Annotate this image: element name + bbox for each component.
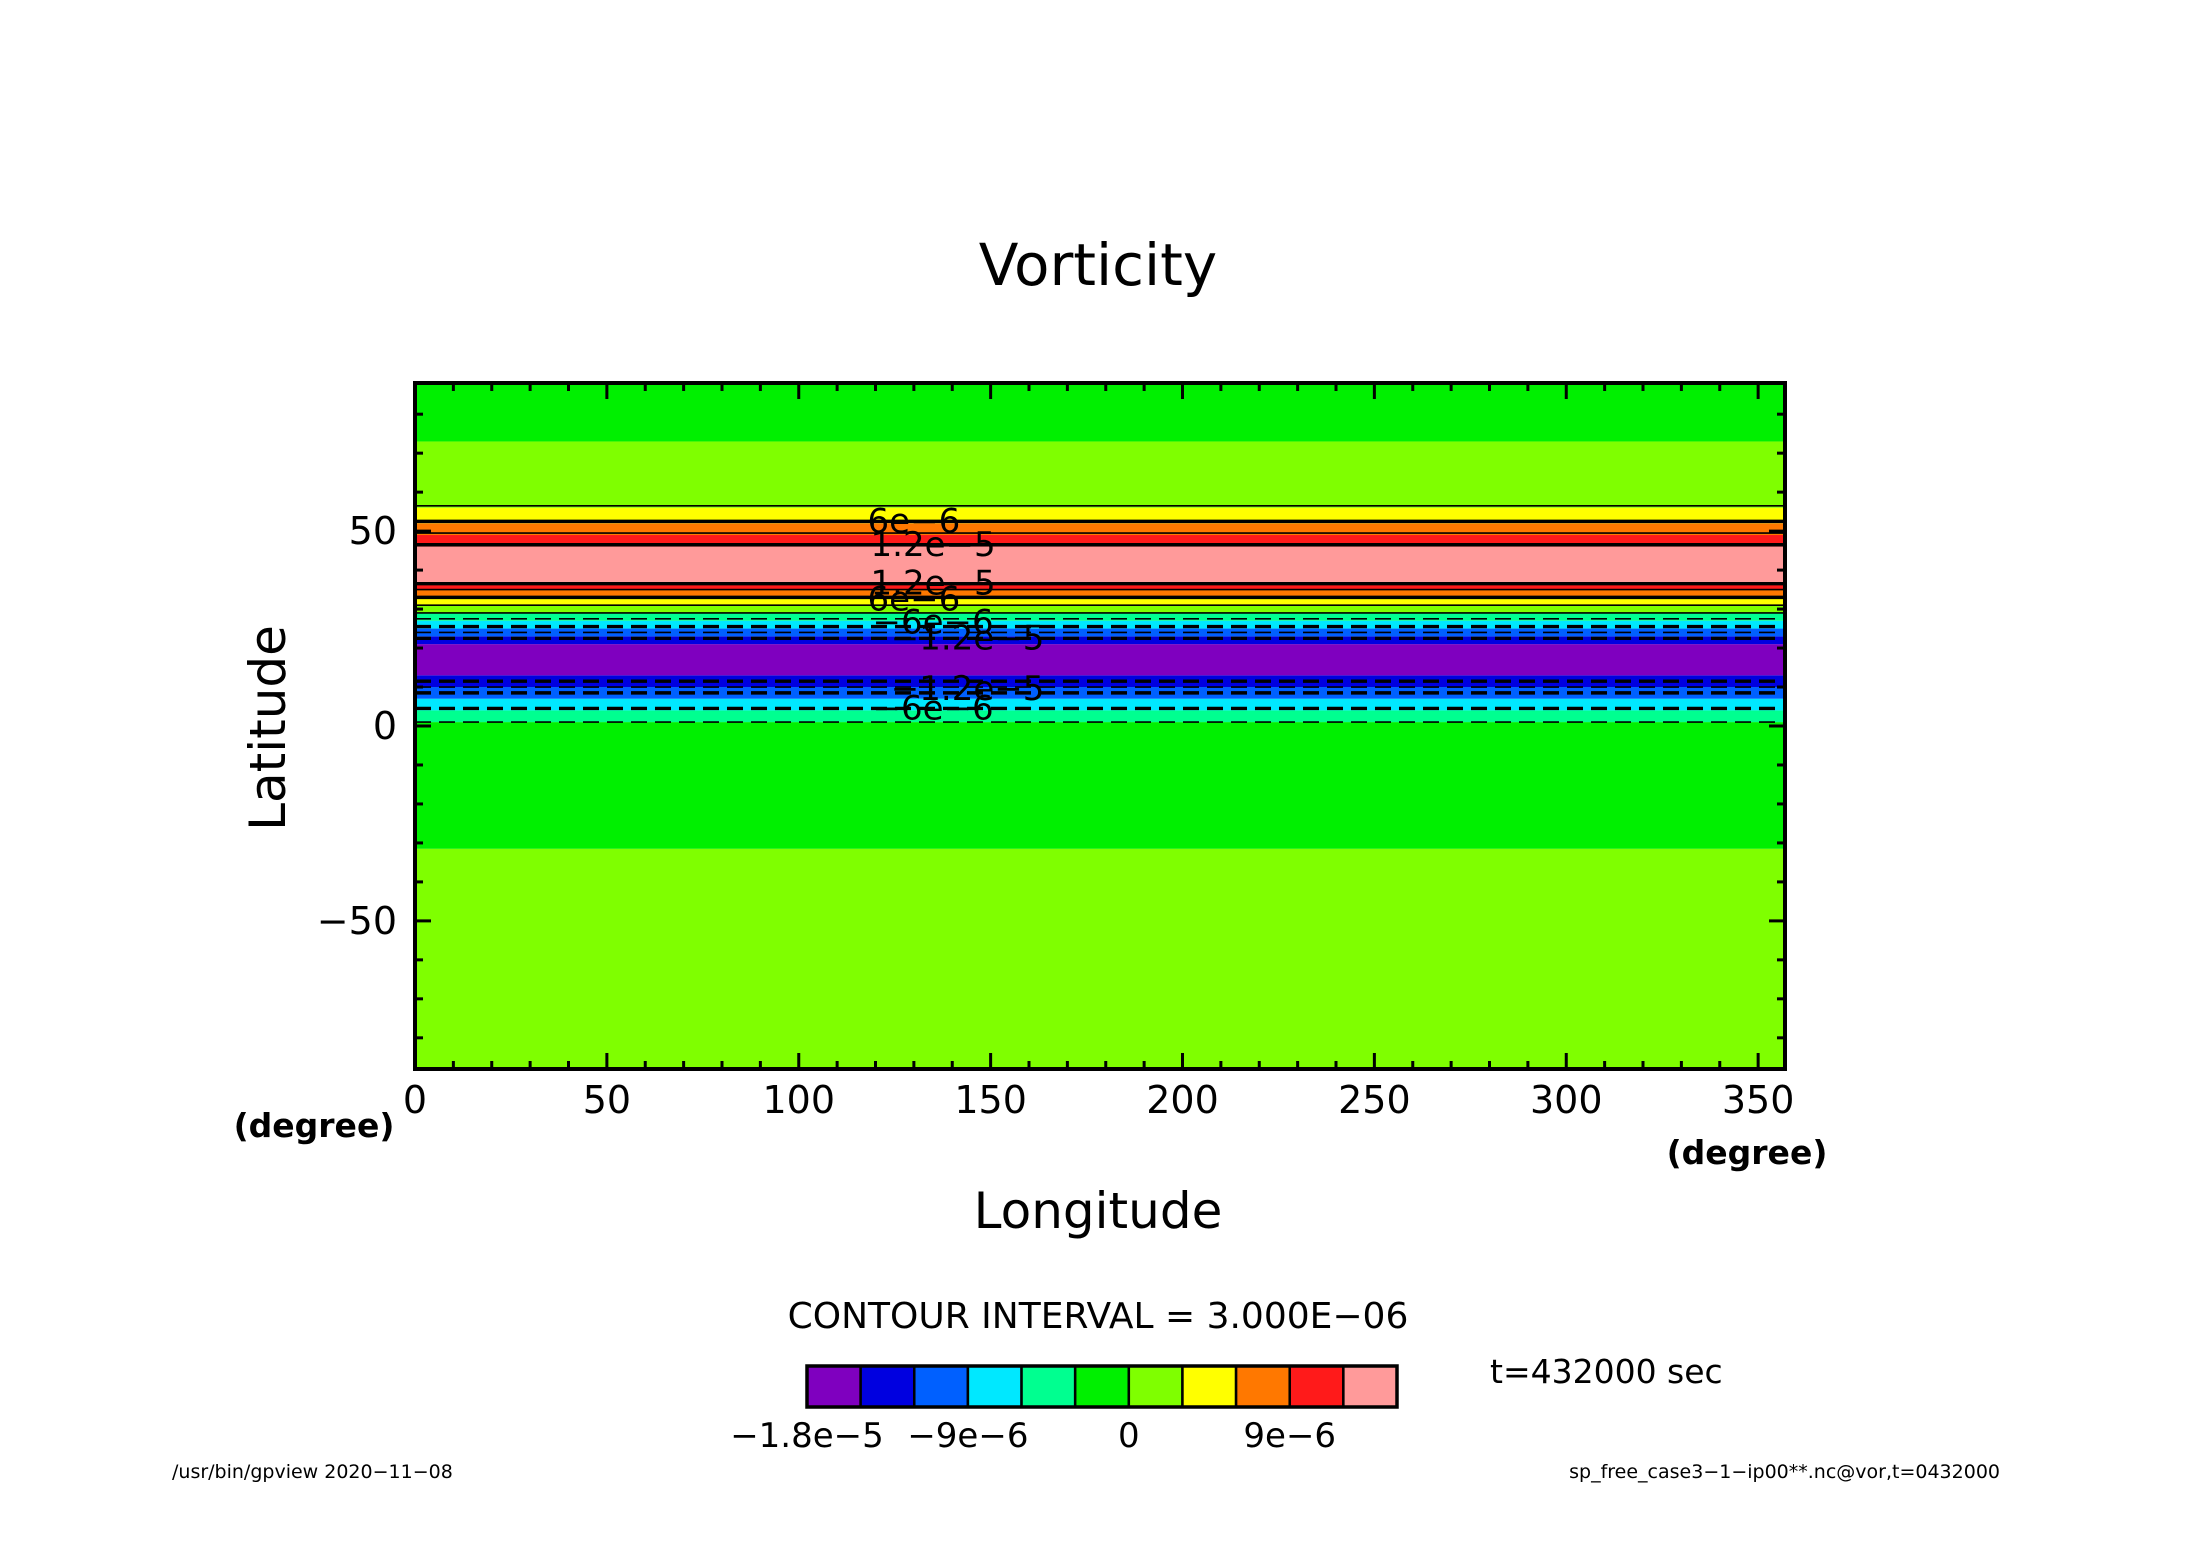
contour-band — [415, 507, 1785, 524]
contour-band — [415, 848, 1785, 1069]
x-tick-label: 0 — [403, 1078, 427, 1122]
y-tick-label: 50 — [349, 509, 397, 553]
x-tick-label: 200 — [1146, 1078, 1219, 1122]
contour-value-label: −6e−6 — [872, 603, 993, 643]
y-axis-tick-labels: −50 0 50 — [317, 509, 397, 943]
footer-source-label: sp_free_case3−1−ip00**.nc@vor,t=0432000 — [1569, 1461, 2000, 1483]
colorbar-frame — [805, 1364, 1399, 1409]
contour-interval-label: CONTOUR INTERVAL = 3.000E−06 — [788, 1296, 1409, 1337]
y-axis-ticks — [415, 412, 1785, 1040]
colorbar-swatch — [1181, 1364, 1238, 1409]
contour-band — [415, 546, 1785, 582]
x-axis-ticks — [413, 383, 1760, 1069]
contour-band — [415, 597, 1785, 606]
contour-band — [415, 589, 1785, 598]
x-tick-label: 350 — [1722, 1078, 1795, 1122]
contour-value-label: −1.2e−5 — [891, 618, 1045, 658]
contour-labels: 6e−61.2e−51.2e−56e−6−6e−6−1.2e−5−1.2e−5−… — [868, 501, 1045, 728]
colorbar-swatch — [1234, 1364, 1291, 1409]
y-tick-label: 0 — [373, 704, 397, 748]
contour-band — [415, 535, 1785, 547]
colorbar — [805, 1364, 1399, 1409]
contour-band — [415, 698, 1785, 711]
colorbar-tick-labels: −1.8e−5 −9e−6 0 9e−6 — [730, 1416, 1336, 1456]
colorbar-swatch — [1073, 1364, 1131, 1409]
colorbar-swatch — [913, 1364, 970, 1409]
chart-title: Vorticity — [979, 231, 1217, 299]
y-axis-label: Latitude — [239, 625, 297, 831]
contour-band — [415, 523, 1785, 536]
contour-band — [415, 722, 1785, 849]
contour-band — [415, 710, 1785, 723]
colorbar-tick-label: 0 — [1118, 1416, 1140, 1456]
contour-band — [415, 441, 1785, 508]
colorbar-swatch — [966, 1364, 1023, 1409]
colorbar-swatch — [1342, 1364, 1399, 1409]
colorbar-tick-label: 9e−6 — [1243, 1416, 1336, 1456]
colorbar-swatch — [1288, 1364, 1345, 1409]
contour-band — [415, 605, 1785, 613]
contour-value-label: −6e−6 — [872, 688, 993, 728]
colorbar-swatch — [1127, 1364, 1184, 1409]
contour-band — [415, 383, 1785, 442]
x-tick-label: 250 — [1338, 1078, 1411, 1122]
contour-value-label: 6e−6 — [868, 579, 961, 619]
colorbar-swatch — [805, 1364, 862, 1409]
colorbar-tick-label: −9e−6 — [907, 1416, 1028, 1456]
footer-program-label: /usr/bin/gpview 2020−11−08 — [172, 1461, 453, 1483]
x-axis-tick-labels: 0 50 100 150 200 250 300 350 — [403, 1078, 1794, 1122]
time-label: t=432000 sec — [1490, 1352, 1723, 1391]
contour-band — [415, 581, 1785, 590]
colorbar-swatch — [859, 1364, 916, 1409]
contour-band — [415, 620, 1785, 629]
x-axis-unit-left: (degree) — [234, 1106, 395, 1145]
contour-band — [415, 612, 1785, 621]
x-axis-label: Longitude — [974, 1182, 1223, 1240]
x-tick-label: 100 — [762, 1078, 835, 1122]
x-tick-label: 300 — [1530, 1078, 1603, 1122]
plot-bands — [415, 383, 1785, 1069]
colorbar-swatch — [1020, 1364, 1077, 1409]
x-tick-label: 150 — [954, 1078, 1027, 1122]
contour-value-label: 1.2e−5 — [871, 564, 996, 604]
contour-value-label: 6e−6 — [868, 501, 961, 541]
contour-value-label: −1.2e−5 — [891, 669, 1045, 709]
contour-band — [415, 636, 1785, 645]
y-tick-label: −50 — [317, 899, 397, 943]
contour-value-label: 1.2e−5 — [871, 525, 996, 565]
colorbar-tick-label: −1.8e−5 — [730, 1416, 884, 1456]
contour-lines — [415, 504, 1785, 723]
contour-band — [415, 644, 1785, 676]
x-axis-unit-right: (degree) — [1667, 1133, 1828, 1172]
x-tick-label: 50 — [583, 1078, 631, 1122]
